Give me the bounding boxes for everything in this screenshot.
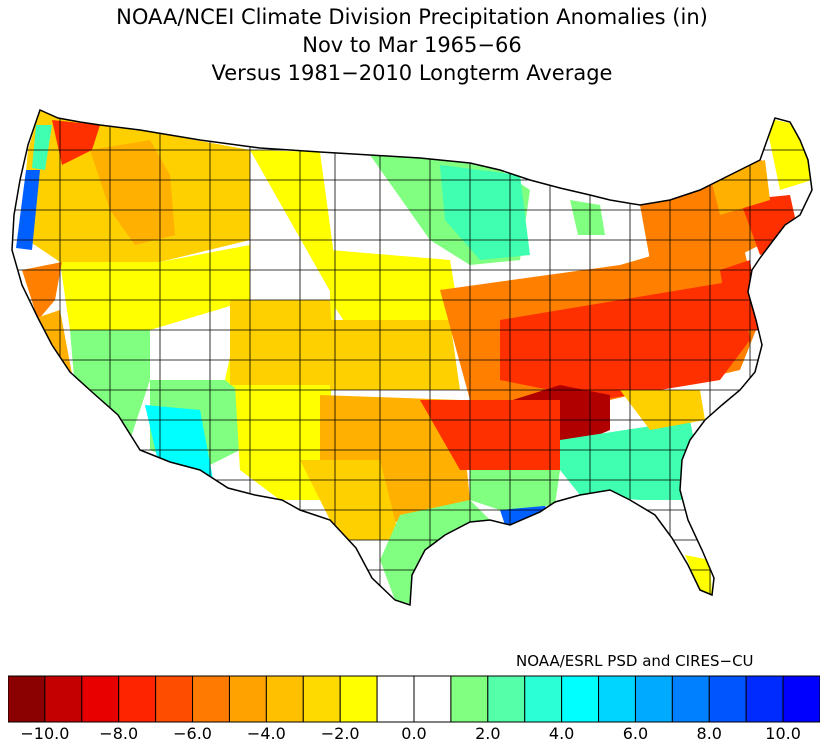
map-baseline: Versus 1981−2010 Longterm Average (211, 61, 613, 85)
region-wisconsin-aqua (440, 165, 530, 260)
region-louisiana-green (470, 470, 560, 510)
colorbar-swatch (561, 675, 600, 723)
region-colorado-gold (230, 300, 335, 385)
region-kansas-gold (330, 320, 460, 390)
colorbar-swatch (8, 675, 46, 723)
region-appalachia-red (500, 280, 750, 400)
region-idaho-orange (90, 140, 175, 245)
colorbar-tick-label: −8.0 (99, 724, 139, 743)
colorbar-tick-label: 2.0 (475, 724, 501, 743)
colorbar-tick-label: −4.0 (246, 724, 286, 743)
colorbar-tick-label: −2.0 (320, 724, 360, 743)
division-boundaries (12, 110, 812, 605)
region-great-basin-yellow (60, 245, 250, 330)
region-nw-coast-aqua (32, 125, 52, 170)
colorbar-swatch (413, 675, 452, 723)
colorbar-swatch (44, 675, 83, 723)
colorbar-tick-label: 0.0 (401, 724, 427, 743)
colorbar-ticks: −10.0 −8.0 −6.0 −4.0 −2.0 0.0 2.0 4.0 6.0 8.0 10.0 (0, 724, 824, 744)
colorbar-swatch (634, 675, 673, 723)
colorbar-swatch (81, 675, 120, 723)
colorbar-tick-label: 6.0 (622, 724, 649, 743)
colorbar-swatch (487, 675, 526, 723)
map-title: NOAA/NCEI Climate Division Precipitation… (116, 5, 708, 29)
region-florida-south-yellow (685, 555, 712, 595)
colorbar-swatch (376, 675, 415, 723)
colorbar-tick-label: 8.0 (696, 724, 722, 743)
region-california-orange (22, 262, 62, 320)
colorbar-tick-label: −6.0 (173, 724, 212, 743)
colorbar (8, 675, 820, 723)
colorbar-swatch (155, 675, 194, 723)
region-michigan-green (570, 200, 605, 235)
colorbar-swatch (228, 675, 267, 723)
colorbar-swatch (745, 675, 784, 723)
region-washington-red (52, 120, 100, 165)
colorbar-tick-label: 4.0 (548, 724, 575, 743)
colorbar-swatch (265, 675, 304, 723)
colorbar-swatch (671, 675, 710, 723)
colorbar-swatch (118, 675, 157, 723)
precipitation-anomaly-map (11, 109, 813, 606)
credit-text: NOAA/ESRL PSD and CIRES−CU (516, 652, 754, 670)
colorbar-swatch (708, 675, 747, 723)
colorbar-swatch (782, 675, 820, 723)
colorbar-tick-label: 10.0 (765, 724, 801, 743)
colorbar-swatch (598, 675, 636, 723)
colorbar-swatch (192, 675, 230, 723)
region-mississippi-red (420, 400, 560, 470)
colorbar-swatch (524, 675, 563, 723)
map-period: Nov to Mar 1965−66 (302, 33, 522, 57)
colorbar-tick-label: −10.0 (20, 724, 70, 743)
colorbar-swatch (339, 675, 378, 723)
colorbar-swatch (450, 675, 489, 723)
colorbar-swatch (302, 675, 341, 723)
